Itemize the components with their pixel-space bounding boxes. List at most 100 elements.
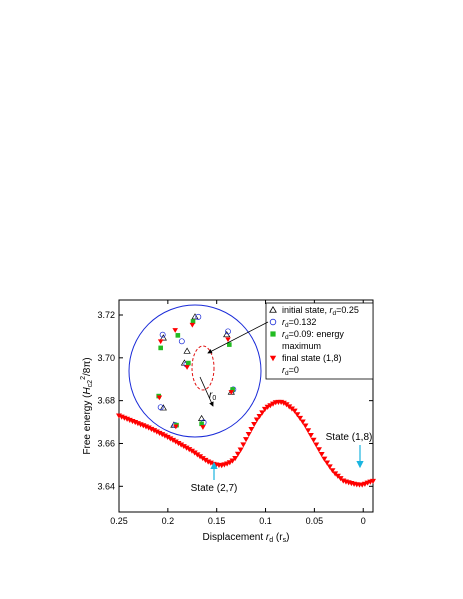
annotation-state-2-7: State (2,7): [191, 461, 238, 494]
data-point: [156, 430, 163, 436]
r0-arrow: [199, 376, 214, 407]
inset-final-state-point: [184, 365, 190, 370]
inset-energy-maximum-point: [186, 360, 191, 366]
y-tick-label: 3.72: [97, 310, 115, 320]
data-point: [145, 425, 152, 431]
inset-energy-maximum-point: [199, 421, 204, 427]
data-point: [326, 464, 333, 470]
inset-rd-0132-point: [195, 313, 202, 320]
data-point: [186, 447, 193, 453]
data-point: [197, 454, 204, 460]
data-point: [237, 447, 244, 453]
inset-final-state-point: [189, 322, 196, 328]
inset-final-state-point: [228, 390, 235, 395]
x-tick-label: 0.25: [110, 516, 128, 526]
inset-initial-state-point: [183, 347, 191, 354]
data-point: [232, 456, 239, 462]
inset-final-state-point: [225, 337, 231, 343]
inset-energy-maximum-point: [230, 387, 235, 392]
x-tick-label: 0.2: [162, 516, 175, 526]
inset-final-state-point: [156, 395, 163, 401]
data-point: [170, 437, 177, 444]
data-point: [151, 428, 158, 434]
data-point: [313, 442, 320, 448]
y-tick-label: 3.64: [97, 481, 115, 491]
x-axis-label: Displacement rd (rs): [203, 532, 290, 544]
data-point: [202, 457, 209, 464]
data-point: [259, 410, 266, 416]
plot-frame: [118, 299, 374, 513]
data-point: [159, 432, 166, 438]
series-final-state: [116, 399, 376, 488]
data-point: [261, 406, 268, 412]
data-point: [294, 412, 301, 418]
legend-entry-label: final state (1,8): [282, 353, 342, 363]
data-point: [248, 427, 255, 433]
data-point: [148, 426, 155, 432]
inset-points: [156, 313, 237, 430]
data-point: [172, 439, 179, 445]
inset-energy-maximum-point: [227, 342, 232, 347]
data-point: [315, 447, 322, 453]
y-tick-label: 3.68: [97, 396, 115, 406]
legend-entry-label: rd=0.132: [282, 317, 316, 329]
inset-initial-state-point: [159, 404, 167, 411]
legend-entry-label: maximum: [282, 341, 321, 351]
inset-final-state-point: [172, 328, 178, 333]
data-point: [153, 429, 160, 435]
inset-rd-0132-point: [178, 338, 185, 345]
legend-marker-rd-0132: [269, 318, 277, 326]
data-point: [183, 445, 190, 451]
data-point: [324, 460, 331, 466]
data-point: [167, 436, 174, 442]
data-point: [240, 442, 247, 448]
inset-initial-state-point: [191, 313, 199, 320]
legend-marker-final: [269, 355, 277, 362]
inset-final-state-point: [173, 424, 179, 430]
data-point: [253, 417, 260, 423]
data-point: [370, 478, 376, 484]
x-tick-label: 0.15: [208, 516, 226, 526]
y-tick-label: 3.66: [97, 438, 115, 448]
inset-initial-state-point: [159, 334, 167, 341]
data-point: [321, 456, 328, 462]
legend-entry-label: rd=0: [282, 365, 299, 377]
inset-center-region: [191, 345, 215, 391]
data-point: [291, 408, 298, 414]
inset-initial-state-point: [223, 331, 231, 338]
data-point: [251, 421, 258, 428]
x-tick-label: 0.1: [259, 516, 272, 526]
inset: r0: [128, 304, 262, 438]
inset-rd-0132-point: [157, 404, 164, 411]
data-point: [188, 448, 195, 454]
data-point: [307, 433, 314, 439]
data-point: [164, 434, 171, 440]
data-point: [310, 437, 317, 443]
x-tick-label: 0: [361, 516, 366, 526]
data-point: [299, 419, 306, 425]
data-point: [180, 444, 187, 450]
data-point: [280, 400, 287, 406]
data-point: [234, 451, 241, 457]
legend-entry-label: initial state, rd=0.25: [282, 305, 359, 317]
data-point: [178, 442, 185, 448]
data-point: [191, 450, 198, 456]
inset-rd-0132-point: [225, 328, 231, 335]
inset-energy-maximum-point: [158, 345, 163, 351]
data-point: [256, 413, 263, 420]
inset-boundary: [128, 304, 262, 438]
data-point: [229, 458, 236, 464]
data-point: [194, 452, 201, 458]
data-point: [199, 456, 206, 462]
legend-entry-label: rd=0.09: energy: [282, 329, 344, 341]
data-point: [318, 451, 325, 458]
data-point: [297, 415, 304, 421]
data-point: [175, 440, 182, 447]
legend-marker-energy-max: [270, 331, 276, 337]
state-2-7-label: State (2,7): [191, 483, 238, 494]
data-point: [243, 437, 249, 443]
legend-marker-initial: [269, 306, 277, 313]
inset-final-state-point: [200, 425, 206, 430]
state-1-8-label: State (1,8): [326, 432, 373, 443]
